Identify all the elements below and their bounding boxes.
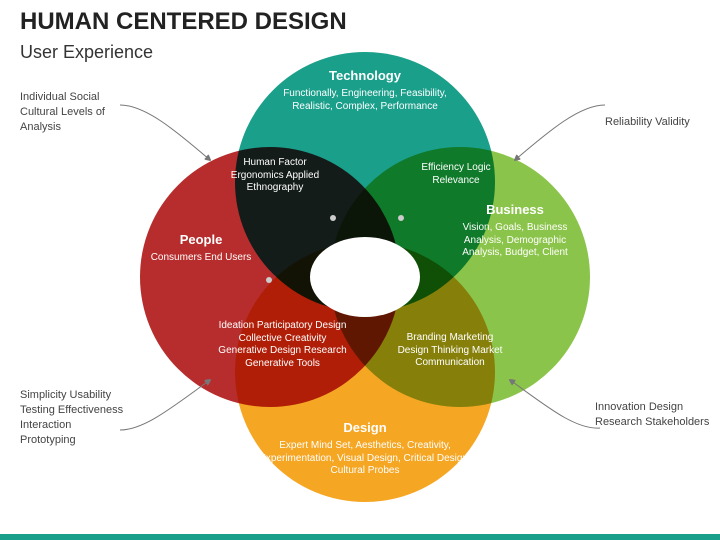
venn-diagram: Technology Functionally, Engineering, Fe… bbox=[140, 52, 590, 502]
page: HUMAN CENTERED DESIGN User Experience Te… bbox=[0, 0, 720, 540]
annotation-bottom-left: Simplicity Usability Testing Effectivene… bbox=[20, 388, 130, 447]
dot-left bbox=[266, 277, 272, 283]
footer-bar bbox=[0, 534, 720, 540]
annotation-bottom-right: Innovation Design Research Stakeholders bbox=[595, 400, 710, 430]
annotation-top-right: Reliability Validity bbox=[605, 115, 705, 130]
dot-top-2 bbox=[398, 215, 404, 221]
annotation-top-left: Individual Social Cultural Levels of Ana… bbox=[20, 90, 135, 135]
center-hole bbox=[310, 237, 420, 317]
page-subtitle: User Experience bbox=[20, 42, 153, 63]
dot-top bbox=[330, 215, 336, 221]
page-title: HUMAN CENTERED DESIGN bbox=[20, 8, 347, 36]
